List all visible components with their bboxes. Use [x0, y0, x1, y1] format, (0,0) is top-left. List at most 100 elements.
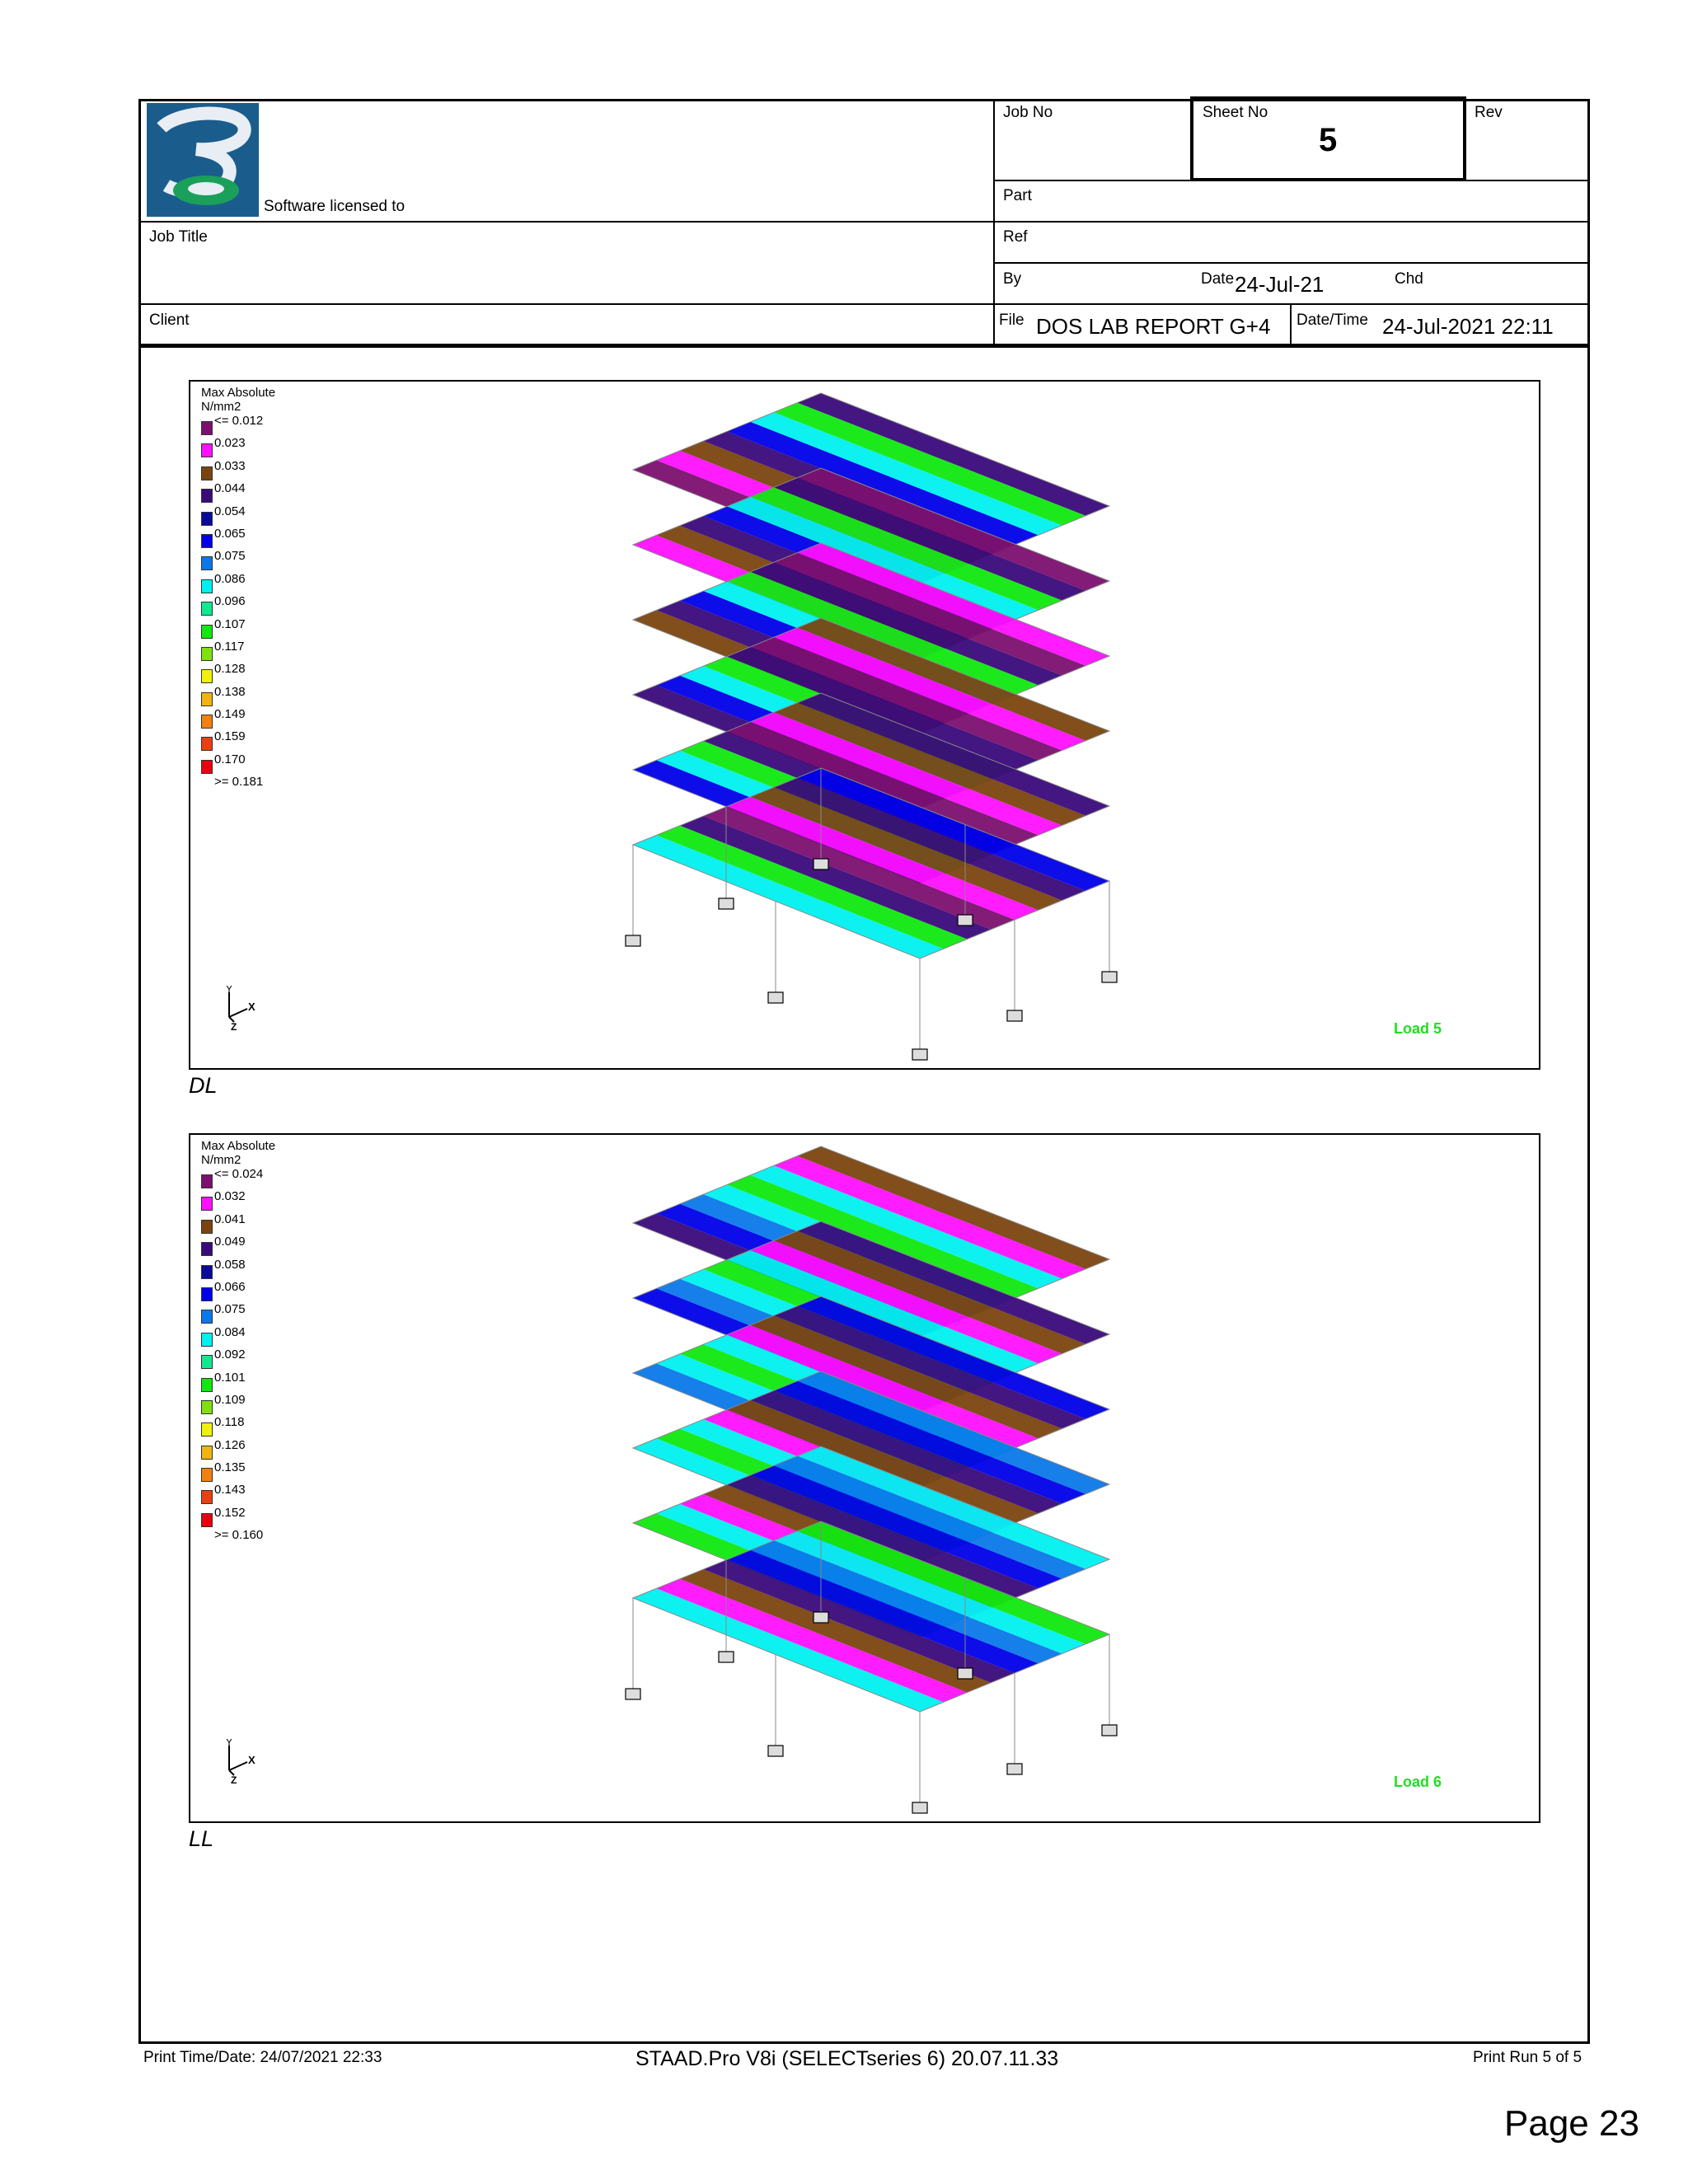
legend-swatch — [201, 421, 213, 435]
building-model-render — [625, 392, 1118, 1061]
legend-label: 0.143 — [214, 1483, 246, 1497]
legend-item: 0.138 — [201, 685, 275, 707]
legend-label: 0.049 — [214, 1235, 246, 1249]
legend-label: 0.075 — [214, 549, 246, 564]
legend-swatch — [201, 691, 213, 706]
svg-text:X: X — [248, 1001, 256, 1013]
stress-contour-plot-ll: Max Absolute N/mm2 <= 0.024 0.032 0.041 0.0… — [189, 1133, 1540, 1823]
legend-swatch — [201, 1399, 213, 1414]
legend-swatch — [201, 1242, 213, 1257]
svg-text:Y: Y — [226, 1739, 232, 1748]
figure-caption-dl: DL — [189, 1073, 218, 1098]
legend-swatch — [201, 1355, 213, 1370]
legend-swatch — [201, 1286, 213, 1301]
stress-legend: Max Absolute N/mm2 <= 0.012 0.023 0.033 0.0… — [201, 386, 275, 798]
legend-item: 0.107 — [201, 617, 275, 640]
legend-item: 0.135 — [201, 1460, 275, 1483]
legend-swatch — [201, 624, 213, 639]
rev-label: Rev — [1475, 104, 1503, 121]
legend-label: 0.107 — [214, 616, 246, 631]
legend-label: 0.058 — [214, 1257, 246, 1272]
legend-item: <= 0.024 — [201, 1167, 275, 1189]
legend-label: 0.065 — [214, 526, 246, 541]
legend-label: <= 0.024 — [214, 1167, 264, 1181]
building-model-render — [625, 1146, 1118, 1814]
legend-label: 0.032 — [214, 1189, 246, 1204]
legend-swatch — [201, 1377, 213, 1392]
bentley-logo — [147, 103, 259, 217]
stress-contour-plot-dl: Max Absolute N/mm2 <= 0.012 0.023 0.033 0.0… — [189, 380, 1540, 1070]
legend-item: 0.152 — [201, 1506, 275, 1528]
legend-item: 0.096 — [201, 594, 275, 616]
legend-label: 0.135 — [214, 1460, 246, 1475]
svg-text:Z: Z — [231, 1774, 237, 1784]
legend-item: 0.041 — [201, 1212, 275, 1235]
legend-swatch — [201, 669, 213, 684]
legend-swatch — [201, 533, 213, 548]
legend-item: <= 0.012 — [201, 414, 275, 436]
sheet-no-box — [1190, 96, 1466, 181]
legend-label: 0.054 — [214, 504, 246, 518]
legend-label: 0.041 — [214, 1212, 246, 1226]
by-label: By — [1003, 270, 1022, 288]
licensed-to-label: Software licensed to — [264, 198, 406, 215]
legend-title: Max Absolute — [201, 1139, 276, 1153]
legend-swatch — [201, 1264, 213, 1279]
stress-legend: Max Absolute N/mm2 <= 0.024 0.032 0.041 0.0… — [201, 1139, 275, 1551]
legend-item: 0.086 — [201, 572, 275, 594]
legend-item: 0.143 — [201, 1483, 275, 1505]
legend-item: 0.065 — [201, 527, 275, 549]
legend-swatch — [201, 443, 213, 458]
part-label: Part — [1003, 187, 1032, 204]
legend-item: 0.159 — [201, 729, 275, 752]
legend-title: Max Absolute — [201, 386, 276, 400]
legend-swatch — [201, 1490, 213, 1505]
legend-swatch — [201, 1219, 213, 1234]
legend-item: 0.149 — [201, 707, 275, 729]
legend-label: 0.138 — [214, 684, 246, 699]
axis-triad-icon: Y X Z — [226, 986, 256, 1031]
legend-label: 0.096 — [214, 594, 246, 609]
legend-swatch — [201, 579, 213, 593]
legend-item: 0.058 — [201, 1258, 275, 1280]
legend-item: 0.075 — [201, 1302, 275, 1324]
file-label: File — [999, 312, 1025, 329]
legend-item: 0.101 — [201, 1371, 275, 1393]
datetime-value: 24-Jul-2021 22:11 — [1382, 314, 1554, 339]
sheet-no-value: 5 — [1319, 122, 1338, 158]
legend-item: 0.066 — [201, 1280, 275, 1302]
legend-label: >= 0.160 — [214, 1528, 264, 1543]
svg-text:Z: Z — [231, 1021, 237, 1031]
legend-item: 0.092 — [201, 1347, 275, 1370]
datetime-label: Date/Time — [1296, 312, 1368, 329]
legend-label: 0.170 — [214, 752, 246, 766]
legend-swatch — [201, 556, 213, 571]
print-time: Print Time/Date: 24/07/2021 22:33 — [143, 2049, 382, 2066]
legend-item: 0.075 — [201, 549, 275, 571]
legend-label: 0.075 — [214, 1302, 246, 1317]
page-number: Page 23 — [1504, 2103, 1639, 2144]
legend-item: 0.049 — [201, 1235, 275, 1257]
legend-swatch — [201, 1468, 213, 1483]
sheet-no-label: Sheet No — [1203, 104, 1268, 121]
legend-label: 0.066 — [214, 1279, 246, 1294]
legend-swatch — [201, 1422, 213, 1437]
page-frame — [138, 99, 1590, 2044]
legend-item: 0.023 — [201, 436, 275, 458]
load-label: Load 5 — [1393, 1020, 1442, 1037]
legend-item: 0.044 — [201, 481, 275, 504]
svg-text:Y: Y — [226, 986, 232, 995]
legend-label: >= 0.181 — [214, 775, 264, 790]
legend-item: 0.054 — [201, 504, 275, 527]
legend-item: 0.033 — [201, 459, 275, 481]
legend-label: 0.152 — [214, 1505, 246, 1520]
legend-item: 0.118 — [201, 1415, 275, 1437]
legend-swatch — [201, 489, 213, 504]
legend-item: >= 0.160 — [201, 1528, 275, 1550]
legend-label: 0.023 — [214, 436, 246, 451]
job-no-label: Job No — [1003, 104, 1053, 121]
date-value: 24-Jul-21 — [1235, 272, 1325, 297]
legend-label: 0.092 — [214, 1347, 246, 1362]
legend-label: 0.149 — [214, 707, 246, 722]
axis-triad-icon: Y X Z — [226, 1739, 256, 1784]
